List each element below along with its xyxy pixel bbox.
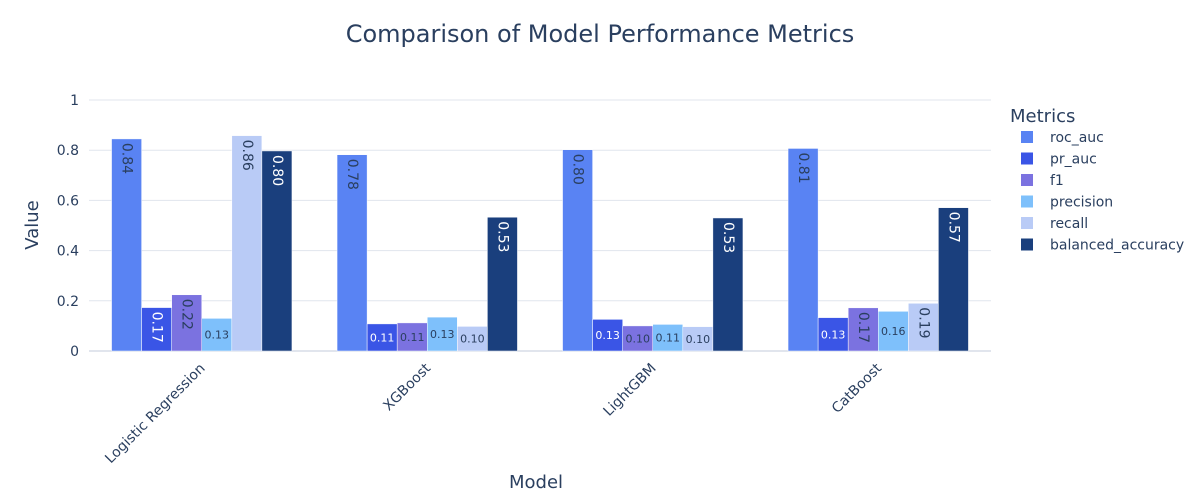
y-tick-label: 0.8 bbox=[57, 143, 79, 159]
data-label: 0.53 bbox=[720, 222, 736, 253]
legend-swatch bbox=[1021, 152, 1033, 165]
data-label: 0.17 bbox=[149, 312, 165, 343]
y-tick-label: 0.4 bbox=[57, 244, 79, 260]
bar-pr_auc bbox=[592, 319, 623, 352]
data-labels: 0.84 0.17 0.22 0.13 0.86 0.80 0.78 0.11 0.11 0.13… bbox=[119, 140, 962, 346]
bar-recall bbox=[908, 303, 939, 352]
y-tick-label: 0 bbox=[70, 344, 79, 360]
chart-title: Comparison of Model Performance Metrics bbox=[346, 20, 855, 48]
x-axis-title: Model bbox=[509, 472, 563, 493]
x-tick-label: Logistic Regression bbox=[102, 361, 208, 467]
data-label: 0.16 bbox=[881, 325, 906, 338]
data-label: 0.19 bbox=[915, 307, 931, 338]
data-label: 0.10 bbox=[686, 333, 711, 346]
data-label: 0.86 bbox=[239, 140, 255, 171]
bar-recall bbox=[682, 326, 714, 352]
data-label: 0.80 bbox=[570, 154, 586, 185]
y-tick-label: 0.6 bbox=[57, 193, 79, 209]
bar-recall bbox=[457, 326, 488, 352]
bar-roc_auc bbox=[787, 148, 819, 352]
bar-roc_auc bbox=[336, 154, 368, 352]
bar-recall bbox=[231, 135, 263, 352]
bars bbox=[111, 135, 969, 352]
legend-label: pr_auc bbox=[1050, 152, 1097, 168]
legend-item-precision[interactable]: precision bbox=[1021, 195, 1113, 211]
data-label: 0.11 bbox=[656, 332, 681, 345]
data-label: 0.78 bbox=[344, 159, 360, 190]
data-label: 0.17 bbox=[855, 312, 871, 343]
legend-label: recall bbox=[1050, 216, 1088, 232]
x-axis-ticks: Logistic Regression XGBoost LightGBM CatBoo… bbox=[102, 360, 885, 467]
legend-label: precision bbox=[1050, 195, 1113, 211]
x-tick-label: XGBoost bbox=[380, 360, 434, 414]
bar-balanced_accuracy bbox=[938, 207, 969, 352]
data-label: 0.13 bbox=[595, 329, 620, 342]
bar-balanced_accuracy bbox=[487, 216, 518, 352]
data-label: 0.57 bbox=[945, 212, 961, 243]
data-label: 0.13 bbox=[205, 329, 230, 342]
legend-swatch bbox=[1021, 217, 1033, 229]
bar-balanced_accuracy bbox=[261, 150, 293, 352]
legend-item-recall[interactable]: recall bbox=[1021, 216, 1088, 232]
data-label: 0.81 bbox=[795, 152, 811, 183]
data-label: 0.10 bbox=[625, 332, 650, 345]
data-label: 0.53 bbox=[494, 221, 510, 252]
legend-title: Metrics bbox=[1010, 106, 1075, 127]
bar-pr_auc bbox=[366, 323, 398, 352]
x-tick-label: LightGBM bbox=[601, 361, 660, 420]
bar-precision bbox=[201, 318, 233, 352]
legend-item-roc_auc[interactable]: roc_auc bbox=[1021, 130, 1104, 146]
bar-f1 bbox=[396, 322, 428, 352]
bar-roc_auc bbox=[562, 149, 593, 352]
legend-label: balanced_accuracy bbox=[1050, 238, 1184, 254]
data-label: 0.13 bbox=[430, 328, 455, 341]
y-axis-title: Value bbox=[22, 200, 43, 249]
legend-label: roc_auc bbox=[1050, 130, 1104, 146]
y-axis-ticks: 0 0.2 0.4 0.6 0.8 1 bbox=[57, 93, 79, 360]
legend-label: f1 bbox=[1050, 173, 1064, 189]
data-label: 0.84 bbox=[119, 143, 135, 174]
legend-item-pr_auc[interactable]: pr_auc bbox=[1021, 152, 1097, 168]
bar-roc_auc bbox=[111, 138, 142, 352]
bar-balanced_accuracy bbox=[712, 217, 744, 352]
legend-swatch bbox=[1021, 131, 1033, 143]
data-label: 0.11 bbox=[400, 331, 425, 344]
x-tick-label: CatBoost bbox=[829, 360, 885, 416]
legend-item-balanced_accuracy[interactable]: balanced_accuracy bbox=[1021, 238, 1184, 254]
legend-item-f1[interactable]: f1 bbox=[1021, 173, 1064, 189]
data-label: 0.13 bbox=[821, 328, 846, 341]
y-tick-label: 1 bbox=[70, 93, 79, 109]
bar-precision bbox=[427, 316, 458, 352]
legend-swatch bbox=[1021, 174, 1033, 186]
data-label: 0.80 bbox=[269, 155, 285, 186]
bar-f1 bbox=[847, 307, 879, 352]
y-tick-label: 0.2 bbox=[57, 294, 79, 310]
data-label: 0.22 bbox=[179, 299, 195, 330]
legend-swatch bbox=[1021, 195, 1033, 208]
data-label: 0.11 bbox=[370, 331, 395, 344]
legend-items: roc_auc pr_auc f1 precision recall balanced_a… bbox=[1021, 130, 1184, 254]
legend: Metrics roc_auc pr_auc f1 precision recall ba… bbox=[1010, 106, 1184, 254]
legend-swatch bbox=[1021, 238, 1033, 251]
data-label: 0.10 bbox=[460, 333, 485, 346]
